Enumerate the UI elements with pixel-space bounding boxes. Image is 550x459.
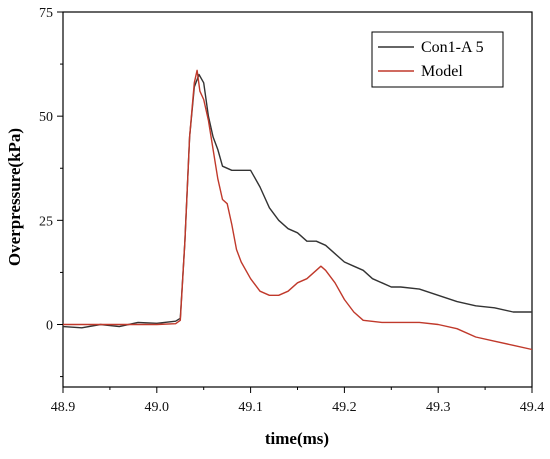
y-tick-label: 0 — [46, 319, 53, 334]
legend-box — [371, 31, 504, 88]
x-tick-label: 49.1 — [238, 400, 263, 415]
x-axis-title: time(ms) — [265, 429, 329, 448]
series-layer — [62, 69, 533, 351]
legend-label-model: Model — [421, 63, 463, 80]
y-tick-label: 50 — [39, 110, 53, 125]
x-tick-label: 49.4 — [520, 400, 545, 415]
axes: 48.9 49.0 49.1 49.2 49.3 49.4 0 25 50 75 — [39, 6, 544, 415]
series-line-con1-a5 — [62, 73, 532, 329]
x-tick-label: 49.0 — [145, 400, 170, 415]
y-tick-label: 75 — [39, 6, 53, 21]
x-tick-label: 49.2 — [332, 400, 357, 415]
legend: Con1-A 5 Model — [371, 31, 504, 88]
x-tick-label: 49.3 — [426, 400, 451, 415]
series-line-model — [63, 69, 533, 351]
y-tick-label: 25 — [39, 214, 53, 229]
x-tick-label: 48.9 — [51, 400, 76, 415]
legend-label-con1-a5: Con1-A 5 — [421, 39, 484, 56]
y-axis-title: Overpressure(kPa) — [5, 128, 24, 266]
